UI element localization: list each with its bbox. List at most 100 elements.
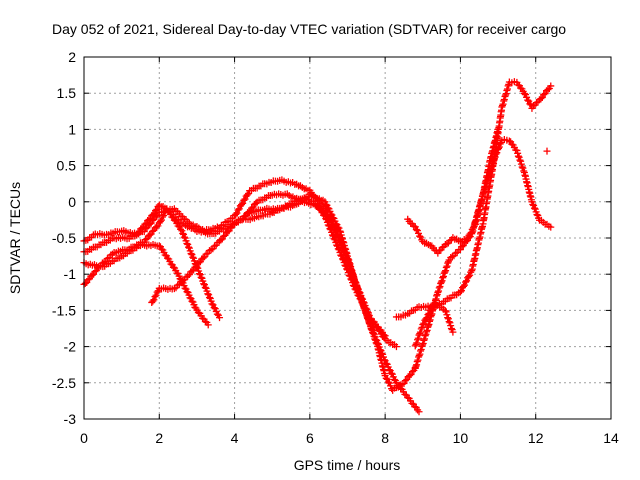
- data-point: [520, 90, 528, 98]
- data-point: [361, 304, 369, 312]
- data-point: [417, 325, 425, 333]
- data-point: [494, 125, 502, 133]
- data-point: [354, 291, 362, 299]
- data-point: [381, 332, 389, 340]
- data-point: [349, 281, 357, 289]
- data-point: [217, 236, 225, 244]
- data-point: [414, 356, 422, 364]
- data-point: [537, 95, 545, 103]
- data-point: [238, 201, 246, 209]
- data-point: [435, 247, 443, 255]
- data-point: [142, 225, 150, 233]
- data-point: [547, 223, 555, 231]
- data-point: [524, 96, 532, 104]
- y-tick-label: -0.5: [52, 230, 76, 246]
- y-tick-label: -3: [64, 411, 77, 427]
- data-point: [343, 265, 351, 273]
- data-point: [146, 231, 154, 239]
- data-point: [427, 305, 435, 313]
- data-point: [334, 223, 342, 231]
- data-point: [452, 249, 460, 257]
- data-point: [462, 278, 470, 286]
- data-point: [187, 250, 195, 258]
- data-point: [438, 277, 446, 285]
- data-point: [436, 283, 444, 291]
- data-point: [467, 268, 475, 276]
- data-point: [224, 228, 232, 236]
- data-point: [514, 152, 522, 160]
- x-tick-label: 6: [306, 430, 314, 446]
- data-point: [160, 212, 168, 220]
- data-point: [544, 86, 552, 94]
- data-point: [328, 231, 336, 239]
- data-point: [547, 82, 555, 90]
- x-tick-label: 0: [80, 430, 88, 446]
- x-tick-label: 10: [453, 430, 469, 446]
- data-point: [232, 210, 240, 218]
- data-point: [378, 349, 386, 357]
- axis-ticks: 0 2 4 6 8 10 12 14 -3 -2.5 -2 -1.5 -1 -0.5 0 0.5 1 1.5 2: [52, 49, 619, 446]
- data-point: [152, 207, 160, 214]
- x-axis-label: GPS time / hours: [294, 457, 401, 473]
- data-point: [460, 282, 468, 290]
- data-point: [467, 228, 475, 236]
- data-point: [322, 200, 330, 208]
- data-point: [425, 309, 433, 317]
- data-point: [364, 310, 372, 318]
- data-point: [199, 254, 207, 262]
- data-point: [435, 284, 443, 292]
- data-point: [184, 272, 192, 280]
- data-point: [241, 195, 249, 203]
- data-point: [441, 268, 449, 276]
- data-point: [412, 226, 420, 234]
- data-point: [422, 315, 430, 323]
- data-point: [461, 281, 469, 289]
- data-point: [188, 267, 196, 275]
- y-tick-label: 2: [68, 49, 76, 65]
- data-point: [197, 273, 205, 281]
- data-point: [413, 361, 421, 369]
- data-point: [372, 336, 380, 344]
- data-point: [441, 307, 449, 315]
- data-point: [516, 156, 524, 164]
- data-point: [142, 236, 150, 244]
- data-point: [200, 280, 208, 288]
- data-point: [148, 227, 156, 235]
- data-point: [322, 215, 330, 223]
- data-point: [153, 223, 161, 231]
- data-point: [543, 147, 551, 155]
- series-track-h: [411, 136, 555, 372]
- data-point: [332, 220, 340, 228]
- data-point: [159, 213, 167, 221]
- data-point: [380, 331, 388, 339]
- data-point: [324, 221, 332, 229]
- data-point: [153, 212, 161, 220]
- data-point: [417, 328, 425, 336]
- data-point: [333, 241, 341, 249]
- data-point: [419, 321, 427, 329]
- data-point: [468, 225, 476, 233]
- data-point: [456, 288, 464, 296]
- data-point: [359, 301, 367, 309]
- data-point: [435, 287, 443, 295]
- data-point: [415, 408, 423, 416]
- data-point: [326, 225, 334, 233]
- data-point: [244, 190, 252, 198]
- data-point: [341, 261, 349, 269]
- data-point: [327, 210, 335, 218]
- data-point: [154, 222, 162, 230]
- data-point: [191, 263, 199, 271]
- data-point: [345, 271, 353, 279]
- series-outlier: [543, 147, 551, 155]
- data-point: [149, 297, 157, 305]
- data-point: [443, 240, 451, 248]
- data-point: [382, 374, 390, 382]
- data-point: [444, 259, 452, 267]
- data-point: [533, 211, 541, 219]
- data-point: [369, 329, 377, 337]
- y-tick-label: 1: [68, 121, 76, 137]
- data-point: [463, 277, 471, 285]
- data-point: [406, 372, 414, 380]
- data-point: [179, 229, 187, 237]
- data-point: [416, 330, 424, 338]
